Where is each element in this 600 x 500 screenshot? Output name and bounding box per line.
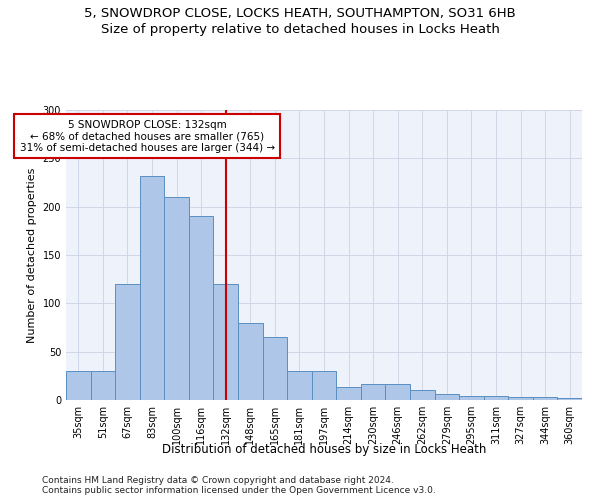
Bar [189,216,214,400]
Text: 5, SNOWDROP CLOSE, LOCKS HEATH, SOUTHAMPTON, SO31 6HB: 5, SNOWDROP CLOSE, LOCKS HEATH, SOUTHAMP… [84,8,516,20]
Bar [459,396,484,400]
Text: Contains HM Land Registry data © Crown copyright and database right 2024.
Contai: Contains HM Land Registry data © Crown c… [42,476,436,495]
Bar [140,176,164,400]
Bar [361,384,385,400]
Bar [508,397,533,400]
Bar [484,396,508,400]
Bar [557,398,582,400]
Bar [214,284,238,400]
Bar [164,197,189,400]
Text: Size of property relative to detached houses in Locks Heath: Size of property relative to detached ho… [101,22,499,36]
Bar [91,371,115,400]
Text: Distribution of detached houses by size in Locks Heath: Distribution of detached houses by size … [162,442,486,456]
Bar [385,384,410,400]
Bar [533,397,557,400]
Bar [434,394,459,400]
Text: 5 SNOWDROP CLOSE: 132sqm
← 68% of detached houses are smaller (765)
31% of semi-: 5 SNOWDROP CLOSE: 132sqm ← 68% of detach… [20,120,275,153]
Y-axis label: Number of detached properties: Number of detached properties [27,168,37,342]
Bar [287,371,312,400]
Bar [263,337,287,400]
Bar [66,371,91,400]
Bar [336,388,361,400]
Bar [410,390,434,400]
Bar [238,322,263,400]
Bar [115,284,140,400]
Bar [312,371,336,400]
